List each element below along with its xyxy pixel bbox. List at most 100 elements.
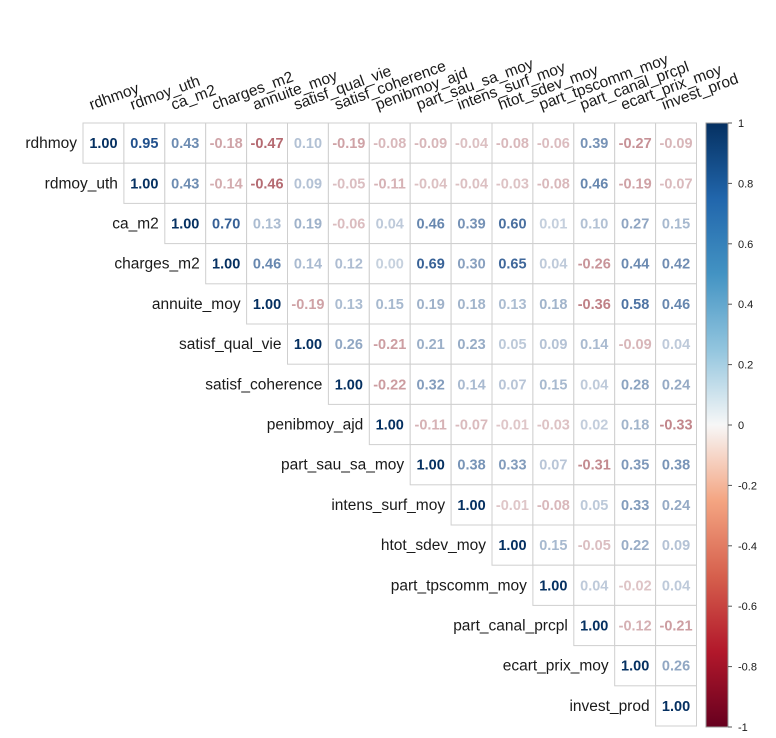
cell-value: 0.60 [498,217,526,233]
cell-value: 0.44 [621,257,649,273]
correlation-cell [655,122,697,164]
row-label: rdhmoy [25,135,77,152]
row-label: part_tpscomm_moy [391,577,527,594]
cell-value: 1.00 [335,377,363,393]
cell-value: 0.70 [212,217,240,233]
cell-value: -0.05 [578,538,611,554]
correlation-cell [573,283,616,325]
cell-value: 0.43 [171,176,199,192]
cell-value: 0.09 [294,176,322,192]
correlation-cell [573,444,616,486]
cell-value: -0.01 [496,418,529,434]
cell-value: 1.00 [457,498,485,514]
cell-value: 0.33 [498,458,526,474]
colorbar-tick-label: -0.8 [738,662,757,674]
correlation-cell [450,363,493,405]
cell-value: 0.46 [253,257,281,273]
cell-value: -0.01 [496,498,529,514]
correlation-cell [532,162,575,204]
cell-value: 0.19 [417,297,445,313]
column-labels: rdhmoyrdmoy_uthca_m2charges_m2annuite_mo… [87,51,741,114]
colorbar-gradient [705,122,729,728]
correlation-cell [655,685,697,727]
cell-value: 0.23 [457,337,485,353]
cell-value: 0.18 [621,418,649,434]
cell-value: 0.07 [498,377,526,393]
correlation-cell [327,283,370,325]
cell-value: 0.18 [457,297,485,313]
cell-value: -0.11 [415,418,447,434]
cell-value: 0.39 [580,136,608,152]
cell-value: 0.13 [498,297,526,313]
cell-value: 0.15 [376,297,404,313]
cell-value: 0.46 [417,217,445,233]
cell-value: -0.26 [578,257,611,273]
cell-value: 0.46 [662,297,690,313]
cell-value: 0.13 [253,217,281,233]
cell-value: 0.19 [294,217,322,233]
cell-value: 1.00 [580,619,608,635]
correlation-cell [491,484,534,526]
cell-value: -0.33 [660,418,693,434]
correlation-cell [368,122,411,164]
correlation-cell [246,122,289,164]
cell-value: 0.07 [539,458,567,474]
cell-value: -0.31 [578,458,611,474]
cell-value: 0.14 [294,257,322,273]
cell-value: 0.05 [498,337,526,353]
correlation-cell [287,202,329,245]
row-label: ca_m2 [112,216,159,233]
cell-value: 0.02 [580,418,608,434]
correlation-cell [205,202,248,245]
cell-value: -0.09 [660,136,693,152]
correlation-cell [409,283,452,325]
row-label: intens_surf_moy [331,497,445,514]
correlation-cell [164,162,207,204]
cell-value: 0.35 [621,458,649,474]
cell-value: 0.15 [662,217,690,233]
correlation-cell [655,202,697,245]
cell-value: -0.36 [578,297,611,313]
cell-value: 0.13 [335,297,363,313]
correlation-cell [409,243,452,285]
cell-value: 0.22 [621,538,649,554]
correlation-cell [368,403,411,446]
row-label: rdmoy_uth [45,175,118,192]
cell-value: 0.38 [457,458,485,474]
cell-value: 1.00 [253,297,281,313]
correlation-cell [532,564,575,606]
cell-value: 0.15 [539,538,567,554]
cell-value: 0.46 [580,176,608,192]
correlation-cell [655,604,697,647]
correlation-cell [614,645,657,687]
cell-value: 0.30 [457,257,485,273]
correlation-cell [327,243,370,285]
cell-value: 0.05 [580,498,608,514]
colorbar-tick-label: 0.4 [738,299,753,311]
correlation-cell [655,323,697,365]
correlation-cell [655,283,697,325]
cell-value: -0.07 [660,176,693,192]
cell-value: 0.18 [539,297,567,313]
cell-value: -0.06 [332,217,365,233]
cell-value: 1.00 [171,217,199,233]
row-label: htot_sdev_moy [381,537,486,554]
colorbar-tick-label: -0.2 [738,480,757,492]
row-label: charges_m2 [114,256,199,273]
cell-value: 0.26 [335,337,363,353]
correlation-cell [491,403,534,446]
cell-value: 0.00 [376,257,404,273]
correlation-cell [246,162,289,204]
cell-value: 0.10 [580,217,608,233]
cell-value: 0.12 [335,257,363,273]
colorbar-tick-label: 0.8 [738,178,753,190]
correlation-cell [287,243,329,285]
cell-value: -0.03 [496,176,529,192]
colorbar-tick-label: 0.6 [738,239,753,251]
cell-value: 0.27 [621,217,649,233]
cell-value: 1.00 [662,699,690,715]
cell-value: 0.43 [171,136,199,152]
correlation-cell [409,202,452,245]
correlation-cell [614,243,657,285]
cell-value: 0.09 [539,337,567,353]
